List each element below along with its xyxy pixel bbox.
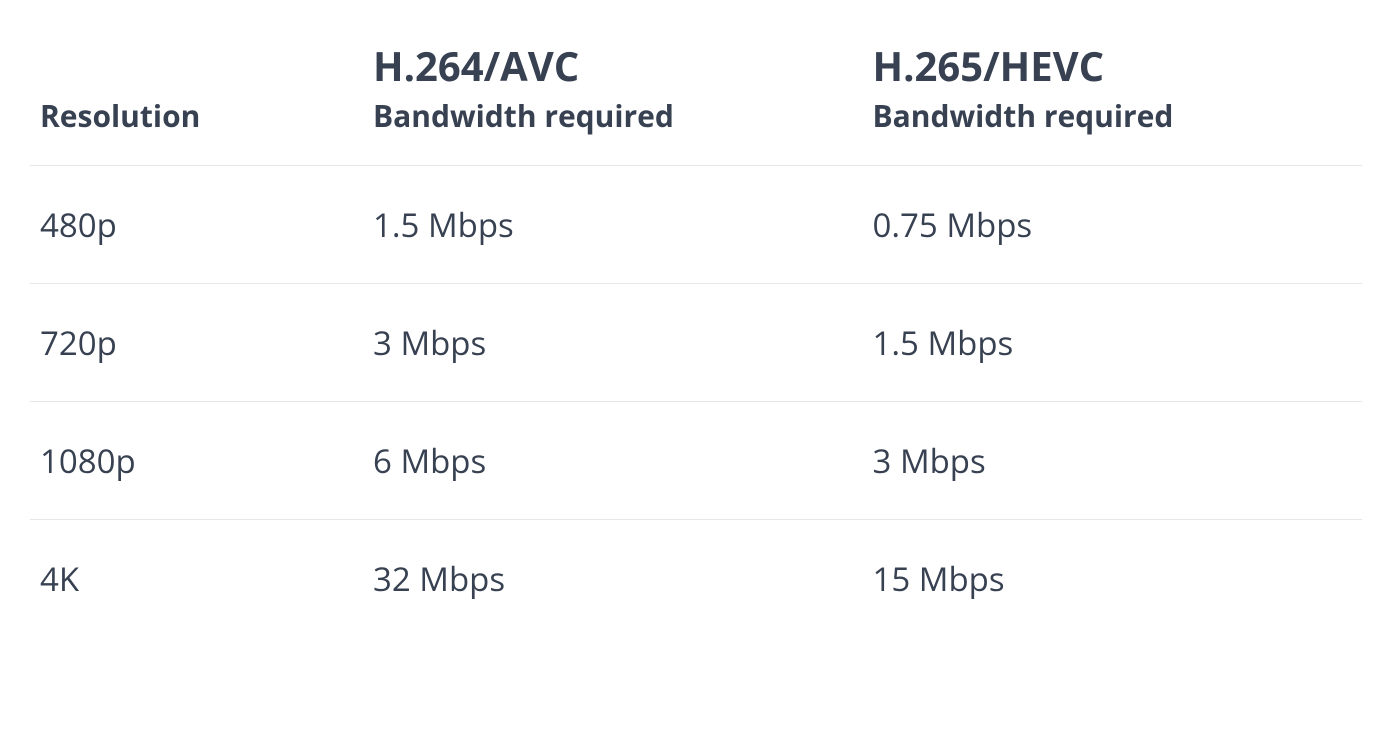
header-h264-sub: Bandwidth required: [373, 96, 853, 135]
table-row: 4K 32 Mbps 15 Mbps: [30, 520, 1362, 638]
table-row: 480p 1.5 Mbps 0.75 Mbps: [30, 166, 1362, 284]
cell-h265: 3 Mbps: [863, 402, 1363, 520]
header-resolution: Resolution: [30, 40, 363, 166]
cell-resolution: 1080p: [30, 402, 363, 520]
bandwidth-table: Resolution H.264/AVC Bandwidth required …: [30, 40, 1362, 637]
cell-h265: 1.5 Mbps: [863, 284, 1363, 402]
cell-h264: 6 Mbps: [363, 402, 863, 520]
header-h265-title: H.265/HEVC: [873, 40, 1353, 92]
cell-resolution: 480p: [30, 166, 363, 284]
cell-h264: 3 Mbps: [363, 284, 863, 402]
table-row: 720p 3 Mbps 1.5 Mbps: [30, 284, 1362, 402]
header-h264: H.264/AVC Bandwidth required: [363, 40, 863, 166]
table-header-row: Resolution H.264/AVC Bandwidth required …: [30, 40, 1362, 166]
cell-h265: 0.75 Mbps: [863, 166, 1363, 284]
cell-resolution: 720p: [30, 284, 363, 402]
cell-resolution: 4K: [30, 520, 363, 638]
cell-h264: 1.5 Mbps: [363, 166, 863, 284]
header-h265-sub: Bandwidth required: [873, 96, 1353, 135]
table-row: 1080p 6 Mbps 3 Mbps: [30, 402, 1362, 520]
header-h265: H.265/HEVC Bandwidth required: [863, 40, 1363, 166]
cell-h264: 32 Mbps: [363, 520, 863, 638]
cell-h265: 15 Mbps: [863, 520, 1363, 638]
header-resolution-label: Resolution: [40, 96, 353, 135]
header-h264-title: H.264/AVC: [373, 40, 853, 92]
